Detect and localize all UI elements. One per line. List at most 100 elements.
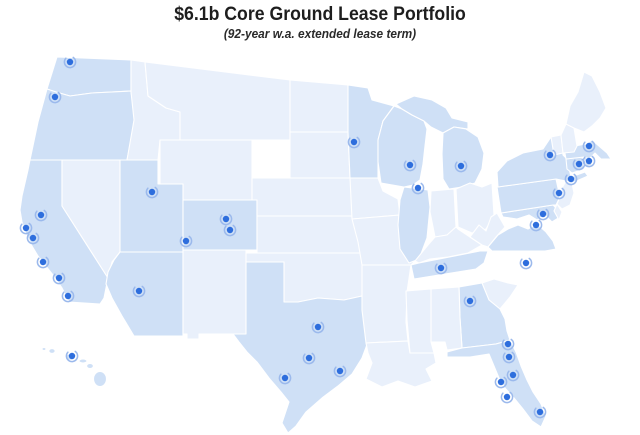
state-wv [469, 212, 506, 248]
marker-dot [522, 259, 530, 267]
marker-ring [572, 157, 586, 171]
marker-dot [51, 93, 59, 101]
markers-layer [19, 55, 596, 419]
map-marker [179, 234, 193, 248]
marker-dot [66, 58, 74, 66]
state-ar [361, 264, 412, 344]
marker-dot [68, 352, 76, 360]
marker-dot [29, 234, 37, 242]
state-il [397, 186, 431, 264]
map-marker [529, 218, 543, 232]
marker-dot [509, 371, 517, 379]
marker-ring [552, 186, 566, 200]
map-marker [311, 320, 325, 334]
marker-ring [179, 234, 193, 248]
marker-dot [585, 142, 593, 150]
marker-ring [36, 255, 50, 269]
island-hawaii-1 [41, 346, 47, 352]
marker-ring [278, 371, 292, 385]
map-marker [552, 186, 566, 200]
map-marker [506, 368, 520, 382]
map-marker [63, 55, 77, 69]
state-wa [46, 56, 132, 97]
map-marker [65, 349, 79, 363]
state-co [182, 199, 258, 251]
marker-dot [226, 226, 234, 234]
marker-dot [281, 374, 289, 382]
map-marker [582, 139, 596, 153]
state-or [29, 88, 136, 161]
marker-ring [582, 139, 596, 153]
marker-dot [555, 189, 563, 197]
marker-dot [22, 224, 30, 232]
marker-ring [454, 159, 468, 173]
map-marker [48, 90, 62, 104]
marker-ring [403, 158, 417, 172]
marker-dot [148, 188, 156, 196]
state-ma [563, 139, 612, 160]
state-ks [256, 215, 362, 254]
marker-dot [457, 162, 465, 170]
map-marker [61, 289, 75, 303]
map-marker [572, 157, 586, 171]
marker-dot [314, 323, 322, 331]
state-sd [289, 131, 351, 179]
marker-ring [48, 90, 62, 104]
marker-ring [34, 208, 48, 222]
marker-dot [182, 237, 190, 245]
state-al [430, 286, 463, 351]
marker-ring [582, 154, 596, 168]
map-marker [36, 255, 50, 269]
map-marker [500, 390, 514, 404]
marker-ring [52, 271, 66, 285]
map-marker [278, 371, 292, 385]
marker-dot [37, 211, 45, 219]
marker-ring [501, 337, 515, 351]
island-hawaii-6 [92, 370, 108, 388]
map-marker [52, 271, 66, 285]
marker-dot [504, 340, 512, 348]
marker-dot [64, 292, 72, 300]
marker-dot [135, 287, 143, 295]
map-marker [19, 221, 33, 235]
state-tx [232, 261, 369, 434]
state-ne [251, 177, 360, 217]
marker-dot [222, 215, 230, 223]
marker-ring [434, 261, 448, 275]
marker-dot [532, 221, 540, 229]
map-marker [26, 231, 40, 245]
marker-dot [585, 157, 593, 165]
marker-dot [546, 151, 554, 159]
marker-dot [350, 138, 358, 146]
map-marker [145, 185, 159, 199]
state-ms [405, 288, 435, 354]
marker-dot [406, 161, 414, 169]
map-marker [536, 207, 550, 221]
marker-dot [466, 297, 474, 305]
marker-dot [437, 264, 445, 272]
island-hawaii-4 [78, 358, 88, 364]
map-marker [519, 256, 533, 270]
map-marker [411, 181, 425, 195]
marker-ring [536, 207, 550, 221]
map-marker [564, 172, 578, 186]
marker-ring [533, 405, 547, 419]
map-marker [403, 158, 417, 172]
marker-ring [311, 320, 325, 334]
map-marker [502, 350, 516, 364]
map-marker [543, 148, 557, 162]
marker-ring [529, 218, 543, 232]
map-marker [132, 284, 146, 298]
marker-ring [19, 221, 33, 235]
state-tn [410, 250, 489, 280]
marker-ring [219, 212, 233, 226]
marker-ring [494, 375, 508, 389]
state-de [553, 203, 563, 221]
state-fl [446, 339, 547, 428]
marker-ring [506, 368, 520, 382]
map-marker [494, 375, 508, 389]
marker-dot [503, 393, 511, 401]
marker-dot [575, 160, 583, 168]
